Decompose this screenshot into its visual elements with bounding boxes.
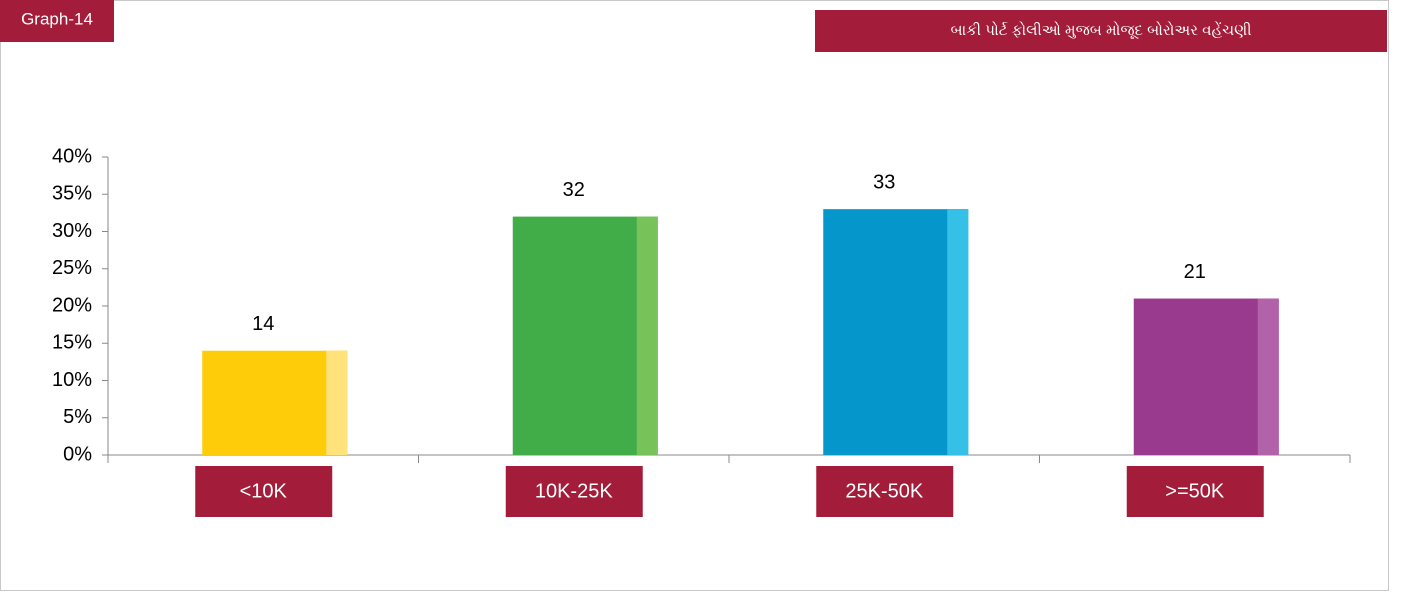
chart-title: બાકી પોર્ટ ફોલીઓ મુજબ મોજૂદ બોરોઅર વહેંચ… — [951, 21, 1252, 39]
badge: Graph-14 — [21, 9, 93, 28]
bar-highlight — [326, 350, 348, 455]
data-label: 21 — [1184, 261, 1206, 283]
y-tick-label: 0% — [63, 443, 92, 465]
title-box — [815, 10, 1387, 52]
x-tick-label: 10K-25K — [535, 480, 613, 502]
bar — [202, 350, 348, 455]
badge-box — [0, 0, 114, 42]
data-label: 14 — [252, 313, 274, 335]
y-tick-label: 35% — [52, 183, 92, 205]
y-tick-label: 25% — [52, 257, 92, 279]
x-tick-label: <10K — [240, 480, 288, 502]
y-tick-label: 5% — [63, 406, 92, 428]
y-tick-label: 30% — [52, 220, 92, 242]
bar-highlight — [947, 209, 969, 455]
category-box — [195, 466, 333, 517]
data-label: 33 — [873, 171, 895, 193]
y-tick-label: 40% — [52, 145, 92, 167]
category-box — [816, 466, 954, 517]
x-tick-label: >=50K — [1165, 480, 1225, 502]
y-tick-label: 15% — [52, 332, 92, 354]
bar-highlight — [1257, 298, 1279, 455]
category-box — [1126, 466, 1264, 517]
bar — [1133, 298, 1279, 455]
category-box — [505, 466, 643, 517]
y-tick-label: 20% — [52, 294, 92, 316]
bar-highlight — [636, 216, 658, 455]
bar — [512, 216, 658, 455]
y-tick-label: 10% — [52, 369, 92, 391]
x-tick-label: 25K-50K — [845, 480, 923, 502]
bar — [823, 209, 969, 455]
data-label: 32 — [563, 179, 585, 201]
